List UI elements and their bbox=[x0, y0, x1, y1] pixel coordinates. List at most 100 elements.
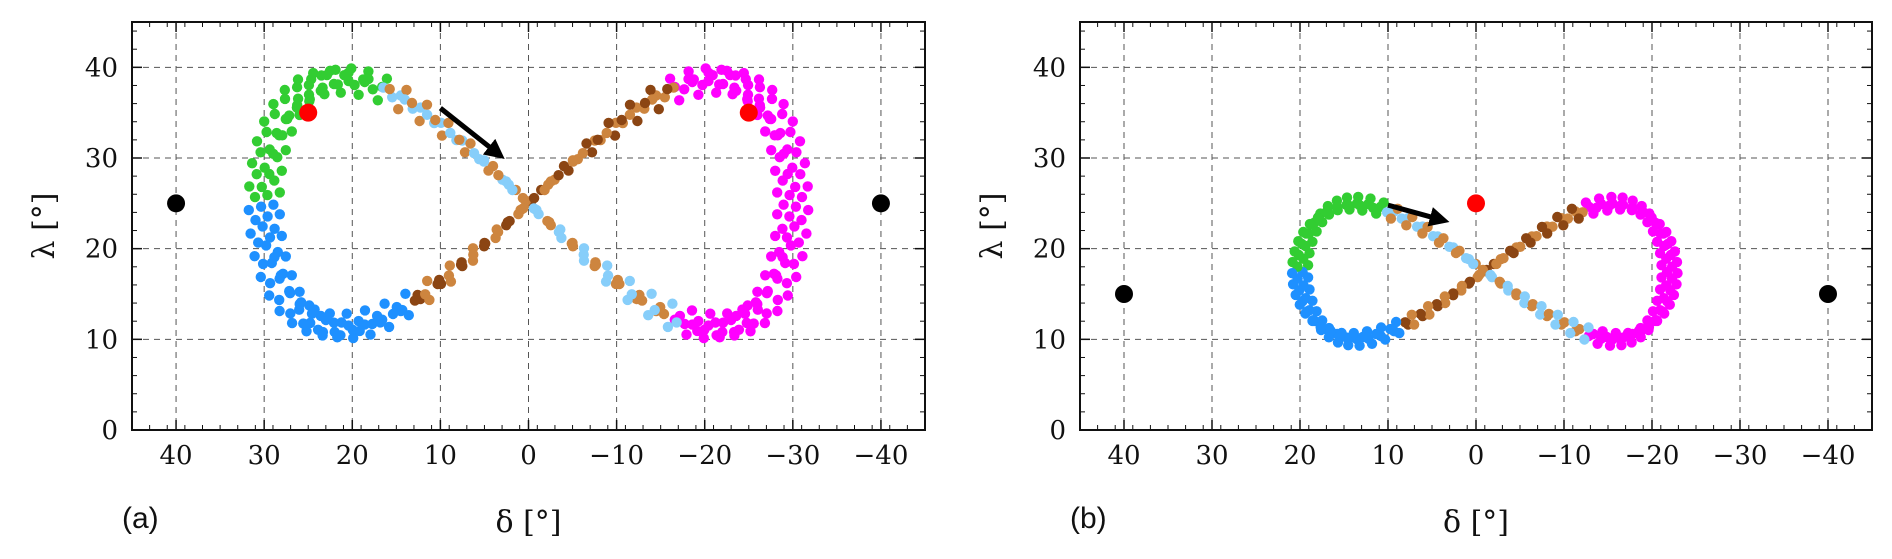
panel-a-orbit-point bbox=[781, 232, 793, 243]
panel-a-orbit-point bbox=[674, 95, 685, 106]
panel-a-orbit-point bbox=[436, 130, 448, 141]
panel-b-y-axis-label: λ [°] bbox=[975, 193, 1010, 260]
panel-a-orbit-point bbox=[276, 230, 287, 242]
panel-b-orbit-point bbox=[1588, 208, 1599, 219]
panel-b-orbit-point bbox=[1606, 191, 1617, 203]
panel-b-orbit-point bbox=[1580, 197, 1592, 208]
panel-a-orbit-point bbox=[794, 136, 806, 147]
panel-a-orbit-point bbox=[609, 130, 621, 141]
panel-a-orbit-point bbox=[603, 117, 614, 129]
panel-a-orbit-point bbox=[626, 289, 637, 300]
panel-a-orbit-point bbox=[590, 259, 602, 270]
panel-a-orbit-point bbox=[383, 321, 395, 333]
panel-a-orbit-point bbox=[614, 278, 625, 290]
panel-a-orbit-point bbox=[363, 73, 374, 85]
panel-a-orbit-point bbox=[760, 126, 771, 137]
panel-a-orbit-point bbox=[261, 126, 272, 138]
panel-b-orbit-point bbox=[1378, 197, 1389, 208]
panel-a-orbit-point bbox=[280, 113, 291, 125]
panel-b-orbit-point bbox=[1344, 204, 1355, 215]
panel-a-orbit-point bbox=[421, 99, 433, 111]
panel-a-orbit-point bbox=[483, 165, 494, 176]
panel-a-orbit-point bbox=[387, 308, 399, 320]
panel-a-orbit-point bbox=[274, 305, 285, 317]
panel-a-orbit-point bbox=[778, 199, 789, 210]
panel-a-x-tick-label: 10 bbox=[424, 441, 457, 471]
panel-b-orbit-point bbox=[1593, 193, 1605, 204]
panel-a-orbit-point bbox=[693, 315, 704, 327]
panel-a-orbit-point bbox=[397, 304, 408, 316]
panel-a-orbit-point bbox=[624, 99, 636, 111]
panel-a-orbit-point bbox=[292, 74, 304, 85]
panel-a-black-marker-right bbox=[871, 194, 890, 213]
panel-a-orbit-point bbox=[785, 126, 796, 138]
panel-b-x-tick-label: 40 bbox=[1107, 441, 1140, 471]
panel-b-orbit-point bbox=[1498, 253, 1509, 264]
panel-b-orbit-point bbox=[1365, 193, 1376, 204]
panel-b-orbit-point bbox=[1464, 276, 1476, 287]
panel-a-orbit-point bbox=[309, 304, 320, 315]
panel-a-orbit-point bbox=[262, 211, 273, 222]
panel-b-orbit-point bbox=[1559, 317, 1570, 328]
panel-a-orbit-point bbox=[802, 181, 813, 192]
panel-a-orbit-point bbox=[264, 232, 276, 243]
panel-a-orbit-point bbox=[542, 215, 553, 227]
panel-a-orbit-point bbox=[791, 147, 802, 158]
panel-a-orbit-point bbox=[251, 136, 263, 147]
panel-a-orbit-point bbox=[249, 251, 260, 262]
panel-b-orbit-point bbox=[1664, 299, 1676, 310]
panel-a-orbit-point bbox=[592, 134, 603, 145]
panel-a-orbit-point bbox=[455, 259, 467, 270]
panel-a-orbit-point bbox=[393, 104, 404, 115]
panel-a-orbit-point bbox=[581, 138, 592, 149]
panel-a-orbit-series bbox=[243, 63, 814, 344]
panel-a-y-tick-label: 30 bbox=[85, 144, 118, 174]
panel-a-orbit-point bbox=[381, 73, 393, 84]
panel-b-orbit-point bbox=[1654, 218, 1665, 230]
panel-a-orbit-point bbox=[566, 238, 577, 249]
panel-a-orbit-point bbox=[421, 109, 433, 121]
panel-a-orbit-point bbox=[754, 102, 766, 113]
panel-a-orbit-point bbox=[465, 138, 476, 149]
panel-a-orbit-point bbox=[791, 271, 802, 283]
panel-b-orbit-point bbox=[1573, 213, 1584, 224]
panel-b-y-tick-label: 0 bbox=[1049, 416, 1066, 446]
panel-b-orbit-point bbox=[1353, 191, 1364, 203]
panel-a-orbit-point bbox=[243, 204, 254, 216]
panel-b-orbit-point bbox=[1385, 213, 1397, 224]
panel-b-orbit-point bbox=[1322, 207, 1333, 219]
panel-a-orbit-point bbox=[414, 115, 425, 127]
panel-a-orbit-point bbox=[375, 317, 386, 328]
panel-a-orbit-point bbox=[349, 79, 360, 91]
panel-a-orbit-point bbox=[295, 297, 307, 308]
panel-b-orbit-point bbox=[1385, 323, 1396, 335]
panel-b-orbit-point bbox=[1536, 301, 1547, 312]
panel-a-orbit-point bbox=[662, 83, 673, 95]
panel-a-orbit-point bbox=[577, 148, 589, 159]
panel-a-y-axis-label: λ [°] bbox=[27, 193, 62, 260]
panel-a-orbit-point bbox=[789, 221, 800, 232]
panel-a-orbit-point bbox=[770, 165, 781, 176]
panel-a-orbit-point bbox=[274, 273, 285, 284]
panel-a-orbit-point bbox=[766, 93, 778, 105]
panel-a-orbit-point bbox=[563, 165, 574, 176]
panel-a-orbit-point bbox=[686, 305, 698, 316]
panel-a-orbit-point bbox=[422, 275, 433, 287]
panel-a-orbit-point bbox=[269, 108, 280, 120]
panel-b-orbit-point bbox=[1626, 205, 1638, 216]
panel-a-y-tick-label: 0 bbox=[101, 416, 118, 446]
panel-a-orbit-point bbox=[632, 115, 643, 127]
panel-a-orbit-point bbox=[365, 329, 376, 340]
panel-b-orbit-point bbox=[1325, 325, 1336, 336]
panel-b-orbit-point bbox=[1494, 276, 1505, 287]
panel-a-orbit-point bbox=[444, 260, 455, 271]
panel-b-orbit-point bbox=[1315, 321, 1327, 332]
panel-a-panel-label: (a) bbox=[122, 502, 159, 535]
panel-a-orbit-point bbox=[772, 209, 783, 220]
panel-a-orbit-point bbox=[766, 113, 777, 125]
panel-a-orbit-point bbox=[781, 278, 793, 289]
panel-b-x-tick-label: 20 bbox=[1283, 441, 1316, 471]
panel-b-x-tick-label: 30 bbox=[1195, 441, 1228, 471]
panel-a-orbit-point bbox=[264, 290, 275, 301]
panel-b-y-tick-label: 20 bbox=[1033, 235, 1066, 265]
